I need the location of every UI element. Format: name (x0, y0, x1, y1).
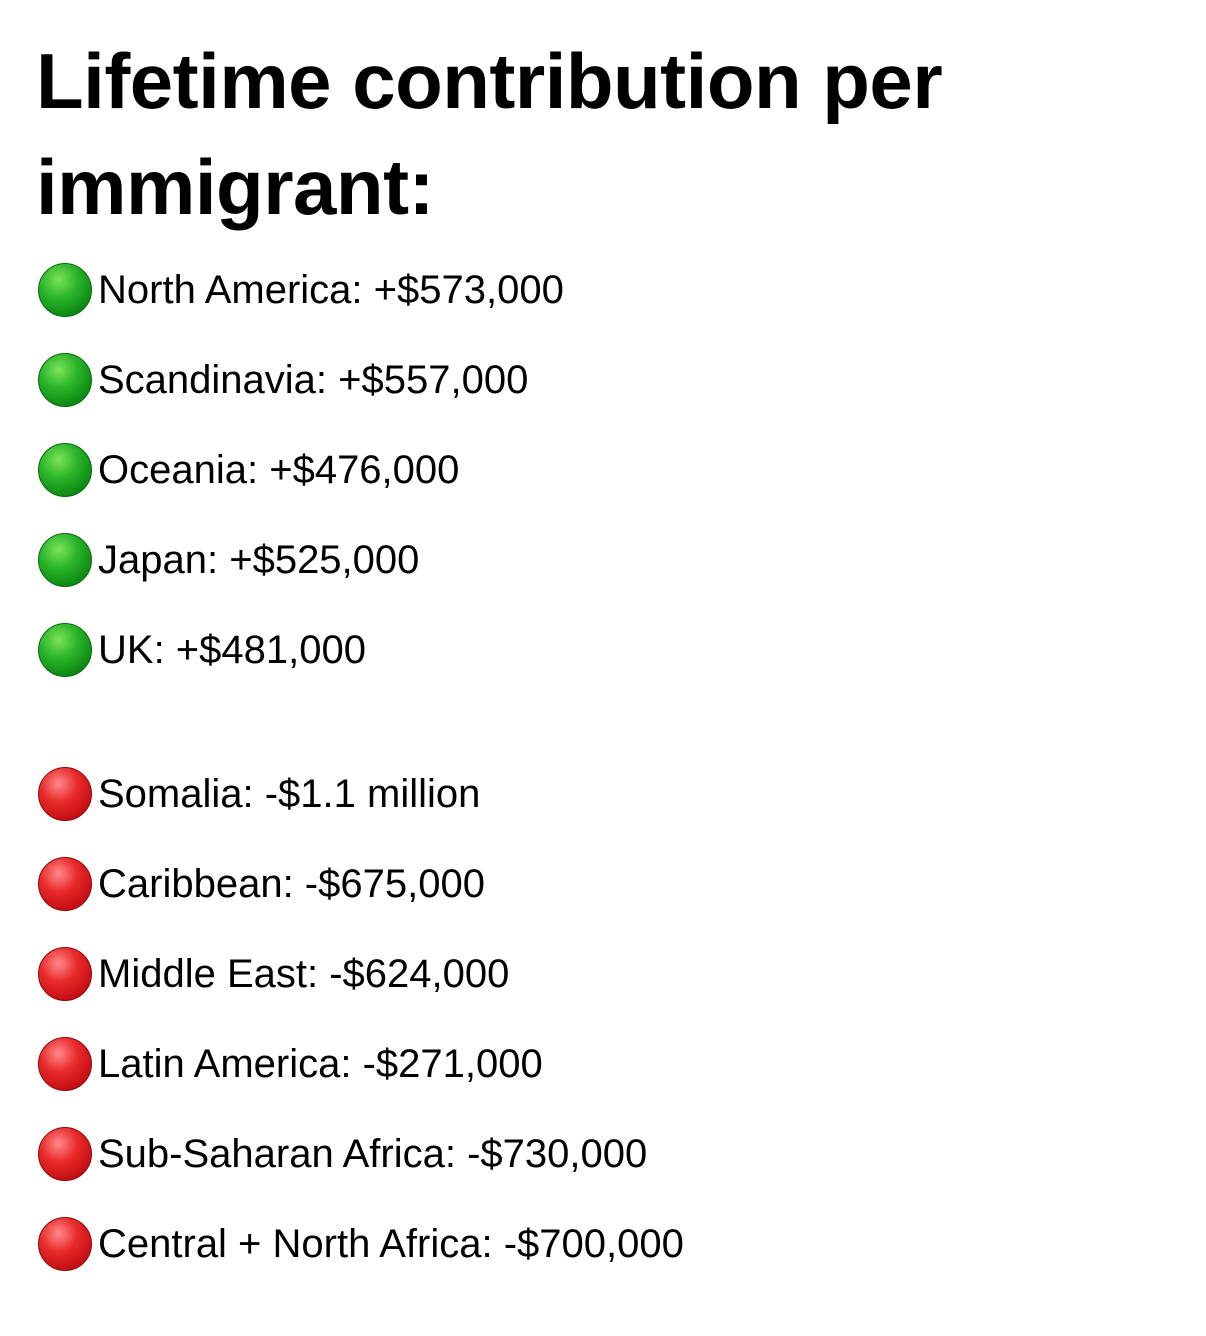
list-item-text: Latin America: -$271,000 (98, 1042, 543, 1086)
list-item: Japan: +$525,000 (38, 532, 419, 588)
list-item: Caribbean: -$675,000 (38, 856, 485, 912)
red-circle-icon (38, 1037, 92, 1091)
page-title: Lifetime contribution per immigrant: (36, 37, 943, 231)
list-item: Scandinavia: +$557,000 (38, 352, 528, 408)
list-item-text: Caribbean: -$675,000 (98, 862, 485, 906)
list-item-text: UK: +$481,000 (98, 628, 366, 672)
red-circle-icon (38, 767, 92, 821)
list-item: Latin America: -$271,000 (38, 1036, 543, 1092)
list-item-text: Middle East: -$624,000 (98, 952, 510, 996)
green-circle-icon (38, 623, 92, 677)
list-item: Central + North Africa: -$700,000 (38, 1216, 684, 1272)
green-circle-icon (38, 353, 92, 407)
list-item-text: Japan: +$525,000 (98, 538, 420, 582)
green-circle-icon (38, 263, 92, 317)
red-circle-icon (38, 1127, 92, 1181)
red-circle-icon (38, 1217, 92, 1271)
list-item-text: Oceania: +$476,000 (98, 448, 460, 492)
green-circle-icon (38, 533, 92, 587)
list-item-text: Somalia: -$1.1 million (98, 772, 481, 816)
list-item-text: Scandinavia: +$557,000 (98, 358, 529, 402)
list-item: Oceania: +$476,000 (38, 442, 459, 498)
red-circle-icon (38, 857, 92, 911)
list-item: North America: +$573,000 (38, 262, 564, 318)
list-item-text: North America: +$573,000 (98, 268, 564, 312)
list-item-text: Sub-Saharan Africa: -$730,000 (98, 1132, 648, 1176)
list-item-text: Central + North Africa: -$700,000 (98, 1222, 684, 1266)
list-item: UK: +$481,000 (38, 622, 366, 678)
list-item: Sub-Saharan Africa: -$730,000 (38, 1126, 647, 1182)
list-item: Somalia: -$1.1 million (38, 766, 480, 822)
list-item: Middle East: -$624,000 (38, 946, 509, 1002)
green-circle-icon (38, 443, 92, 497)
red-circle-icon (38, 947, 92, 1001)
